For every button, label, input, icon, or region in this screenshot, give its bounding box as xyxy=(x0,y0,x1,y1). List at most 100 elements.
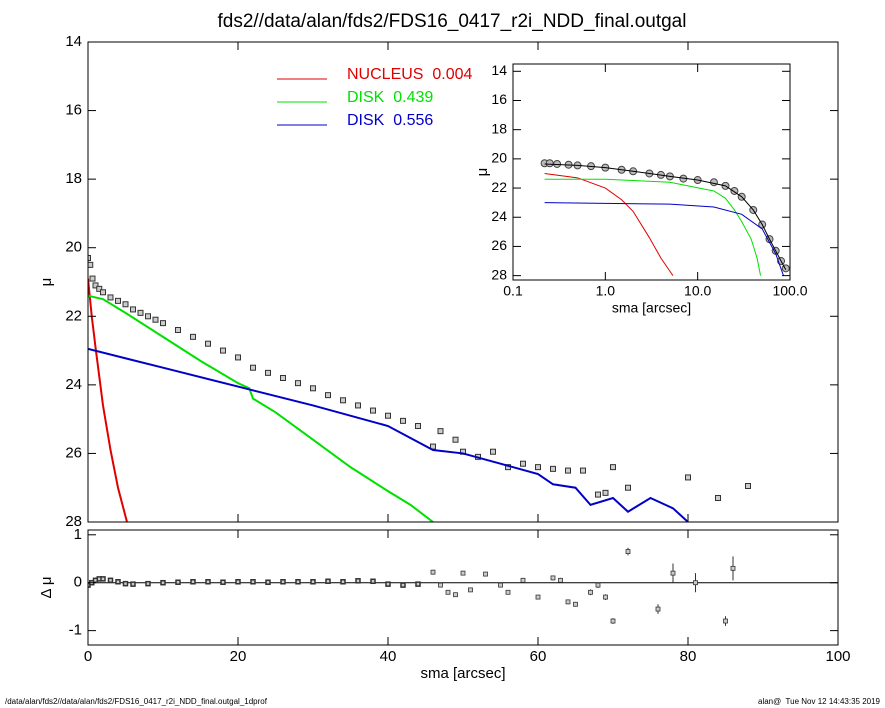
data-point xyxy=(370,407,376,414)
data-point xyxy=(205,340,211,347)
data-point xyxy=(610,464,616,471)
footer-right: alan@ Tue Nov 12 14:43:35 2019 xyxy=(758,697,881,706)
residual-point xyxy=(385,581,391,587)
residual-point xyxy=(325,578,331,585)
residual-point xyxy=(625,549,631,554)
residual-point xyxy=(250,579,256,585)
y-axis-label: μ xyxy=(474,168,491,177)
chart-title: fds2//data/alan/fds2/FDS16_0417_r2i_NDD_… xyxy=(218,11,687,32)
residual-point xyxy=(370,578,376,585)
residual-point xyxy=(160,579,166,586)
residual-point xyxy=(588,589,593,595)
y-tick-label: 16 xyxy=(65,102,82,119)
x-tick-label: 0 xyxy=(84,648,92,665)
series-line xyxy=(544,163,787,271)
residual-point xyxy=(265,579,271,585)
data-point xyxy=(550,465,556,472)
plot-area xyxy=(88,547,838,626)
data-point xyxy=(520,460,526,467)
data-point xyxy=(88,261,94,268)
y-tick-label: 20 xyxy=(65,239,82,256)
residual-point xyxy=(558,577,563,583)
frame xyxy=(512,63,791,281)
y-tick-label: 18 xyxy=(491,120,507,136)
data-point xyxy=(145,313,151,320)
residual-point xyxy=(723,618,728,624)
data-point xyxy=(385,412,391,419)
residual-point xyxy=(310,579,316,585)
y-tick-label: 26 xyxy=(491,237,507,253)
residual-point xyxy=(693,580,698,586)
data-point xyxy=(340,397,346,404)
data-point xyxy=(595,491,601,498)
residual-point xyxy=(100,576,106,582)
data-point xyxy=(89,275,96,282)
residual-point xyxy=(280,579,286,585)
x-axis-label: sma [arcsec] xyxy=(612,300,691,316)
residual-point xyxy=(400,582,406,588)
data-point xyxy=(220,347,226,354)
plot-area xyxy=(88,255,751,522)
y-tick-label: 14 xyxy=(491,62,507,78)
data-point xyxy=(452,436,459,443)
residual-point xyxy=(573,601,578,607)
residual-point xyxy=(550,575,556,581)
plot-area xyxy=(540,159,790,276)
x-axis-label: sma [arcsec] xyxy=(420,665,505,682)
residual-point xyxy=(730,565,736,571)
x-tick-label: 100.0 xyxy=(772,283,807,299)
data-point xyxy=(160,320,166,327)
residual-point xyxy=(498,582,503,588)
x-tick-label: 40 xyxy=(380,648,397,665)
y-tick-label: 18 xyxy=(65,170,82,187)
data-point xyxy=(625,484,631,491)
data-point xyxy=(115,297,121,304)
data-point xyxy=(130,306,136,313)
data-point xyxy=(122,301,129,308)
data-point xyxy=(295,380,301,387)
data-point xyxy=(535,464,541,471)
residual-point xyxy=(115,579,121,585)
series-line xyxy=(88,347,689,522)
data-point xyxy=(250,364,256,371)
x-tick-label: 60 xyxy=(530,648,547,665)
residual-point xyxy=(610,618,616,624)
residual-point xyxy=(130,581,136,587)
residual-point xyxy=(460,570,466,576)
data-point xyxy=(152,316,159,323)
x-tick-label: 80 xyxy=(680,648,697,665)
residual-point xyxy=(190,579,196,585)
y-tick-label: 28 xyxy=(491,266,507,282)
data-point xyxy=(545,159,554,168)
residual-point xyxy=(565,599,571,605)
residual-point xyxy=(670,570,676,576)
residual-point xyxy=(438,582,443,588)
x-tick-label: 20 xyxy=(230,648,247,665)
data-point xyxy=(137,309,144,316)
residual-point xyxy=(595,582,601,588)
residual-point xyxy=(505,589,511,595)
y-tick-label: 16 xyxy=(491,91,507,107)
legend-label: DISK 0.439 xyxy=(347,89,433,106)
y-tick-label: 26 xyxy=(65,444,82,461)
residual-point xyxy=(603,594,608,600)
y-axis-label: μ xyxy=(38,278,55,287)
residual-point xyxy=(355,578,361,584)
residual-point xyxy=(468,587,473,593)
data-point xyxy=(355,402,361,409)
residual-point xyxy=(145,580,151,587)
data-point xyxy=(580,467,586,474)
data-point xyxy=(92,282,99,289)
legend-label: NUCLEUS 0.004 xyxy=(347,66,472,83)
frame xyxy=(87,529,839,646)
series-line xyxy=(88,278,128,522)
y-tick-label: 24 xyxy=(491,208,507,224)
residual-point xyxy=(483,571,488,577)
data-point xyxy=(107,294,114,301)
residual-point xyxy=(175,579,181,585)
x-tick-label: 10.0 xyxy=(684,283,711,299)
residual-point xyxy=(445,589,451,595)
data-point xyxy=(280,375,286,381)
series-line xyxy=(544,202,784,276)
